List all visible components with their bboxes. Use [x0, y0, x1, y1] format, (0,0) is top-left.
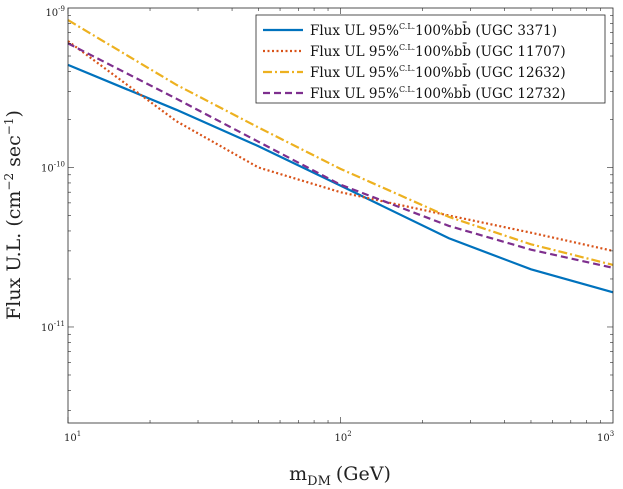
y-axis-title: Flux U.L. (cm−2 sec−1) [2, 110, 25, 320]
series-line-2 [67, 40, 614, 252]
x-tick-label: 102 [335, 430, 352, 444]
x-tick-label: 101 [64, 430, 81, 444]
series-layer [67, 19, 614, 294]
series-line-1 [67, 63, 614, 294]
legend-box [255, 14, 606, 104]
x-tick-label: 103 [597, 430, 614, 444]
legend: Flux UL 95%C.L.100%bb̄ (UGC 3371) Flux U… [255, 14, 606, 104]
plot-frame [67, 7, 614, 424]
y-tick-label: 10-10 [41, 160, 65, 174]
series-line-4 [67, 42, 614, 269]
legend-label-ugc-3371: Flux UL 95%C.L.100%bb̄ (UGC 3371) [310, 22, 557, 39]
legend-label-ugc-12732: Flux UL 95%C.L.100%bb̄ (UGC 12732) [310, 85, 566, 102]
series-line-3 [67, 19, 614, 266]
tick-layer [67, 8, 613, 423]
y-tick-label: 10-11 [41, 320, 65, 334]
legend-label-ugc-12632: Flux UL 95%C.L.100%bb̄ (UGC 12632) [310, 64, 566, 81]
x-axis-title: mDM (GeV) [289, 463, 391, 489]
legend-label-ugc-11707: Flux UL 95%C.L.100%bb̄ (UGC 11707) [310, 43, 566, 60]
y-tick-label: 10-9 [45, 5, 65, 19]
